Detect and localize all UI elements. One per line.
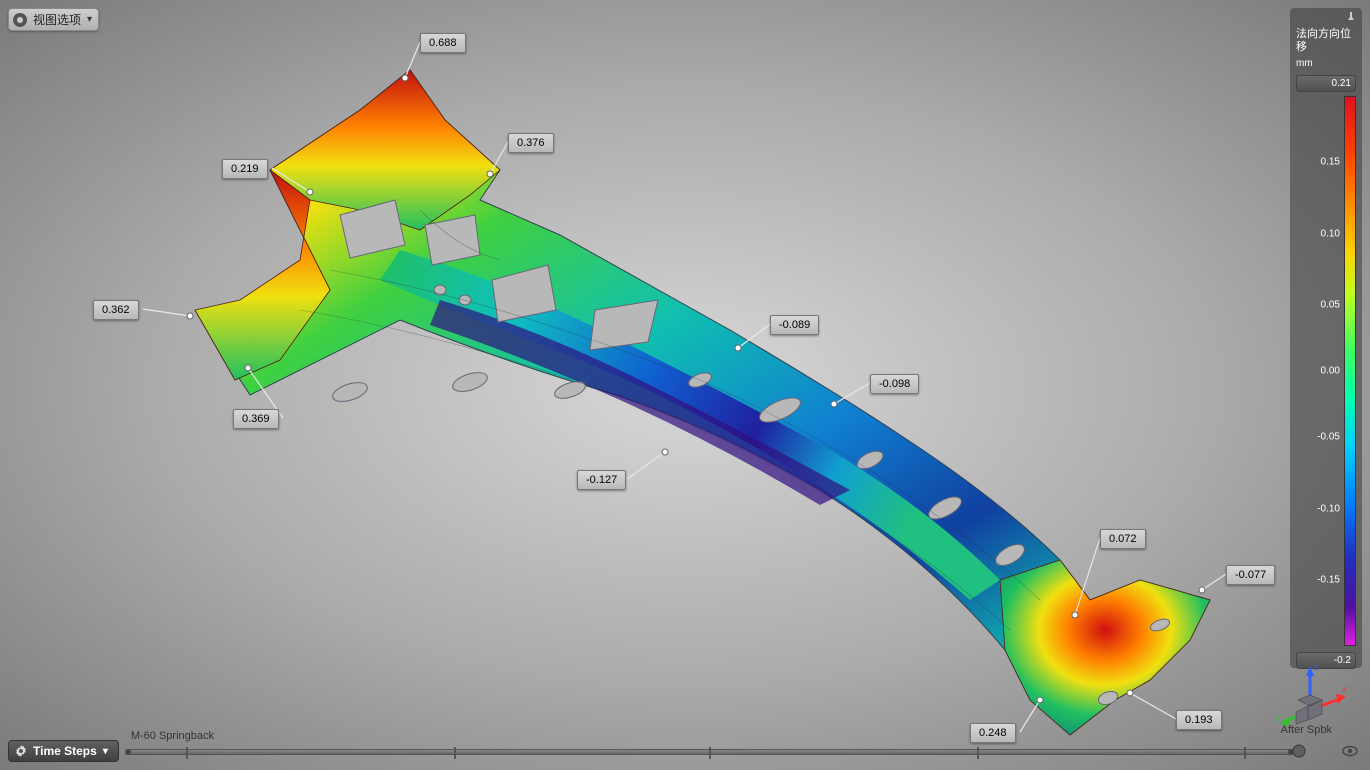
measurement-value: 0.376 bbox=[508, 133, 554, 153]
view-options-label: 视图选项 bbox=[33, 11, 81, 28]
timeline-track[interactable] bbox=[127, 749, 1292, 755]
measurement-callout: 0.369 bbox=[0, 0, 1370, 770]
measurement-value: 0.219 bbox=[222, 159, 268, 179]
axis-z-label: z bbox=[1314, 662, 1319, 672]
axis-y-label: y bbox=[1276, 712, 1281, 722]
legend-bar: 0.15 0.10 0.05 0.00 -0.05 -0.10 -0.15 bbox=[1296, 96, 1356, 646]
eye-icon bbox=[13, 13, 27, 27]
measurement-callout: 0.248 bbox=[0, 0, 1370, 770]
orientation-triad[interactable]: z x y bbox=[1270, 660, 1350, 730]
time-steps-label: Time Steps bbox=[33, 744, 97, 758]
measurement-value: -0.098 bbox=[870, 374, 919, 394]
timeline-bar: Time Steps ▾ M-60 Springback After Spbk bbox=[8, 740, 1362, 762]
axis-x-label: x bbox=[1342, 684, 1347, 694]
measurement-callout: -0.089 bbox=[0, 0, 1370, 770]
measurement-value: -0.089 bbox=[770, 315, 819, 335]
legend-gradient bbox=[1344, 96, 1356, 646]
legend-tick: -0.10 bbox=[1317, 503, 1340, 514]
measurement-value: 0.193 bbox=[1176, 710, 1222, 730]
legend-tick: 0.00 bbox=[1321, 366, 1340, 377]
measurement-value: 0.072 bbox=[1100, 529, 1146, 549]
timeline-end-label: After Spbk bbox=[1281, 724, 1332, 736]
time-steps-button[interactable]: Time Steps ▾ bbox=[8, 740, 119, 762]
timeline-tick bbox=[977, 747, 979, 759]
measurement-callout: 0.219 bbox=[0, 0, 1370, 770]
legend-tick: 0.15 bbox=[1321, 157, 1340, 168]
legend-unit: mm bbox=[1296, 58, 1356, 69]
measurement-callout: -0.127 bbox=[0, 0, 1370, 770]
color-legend-panel: 法向方向位移 mm 0.21 0.15 0.10 0.05 0.00 -0.05 -0.1… bbox=[1290, 8, 1362, 668]
measurement-callout: 0.193 bbox=[0, 0, 1370, 770]
timeline-tick bbox=[186, 747, 188, 759]
measurement-callout: -0.077 bbox=[0, 0, 1370, 770]
chevron-down-icon: ▾ bbox=[103, 746, 108, 757]
timeline-tick bbox=[709, 747, 711, 759]
timeline-tick bbox=[1244, 747, 1246, 759]
legend-tick: 0.05 bbox=[1321, 300, 1340, 311]
measurement-value: -0.127 bbox=[577, 470, 626, 490]
timeline-handle-icon[interactable] bbox=[1291, 743, 1307, 759]
legend-max-value[interactable]: 0.21 bbox=[1296, 75, 1356, 92]
chevron-down-icon: ▾ bbox=[87, 14, 92, 25]
legend-tick: -0.05 bbox=[1317, 432, 1340, 443]
pin-icon[interactable] bbox=[1346, 12, 1356, 22]
measurement-callout: 0.376 bbox=[0, 0, 1370, 770]
view-options-dropdown[interactable]: 视图选项 ▾ bbox=[8, 8, 99, 31]
measurement-callout: 0.072 bbox=[0, 0, 1370, 770]
simulation-3d-viewport[interactable] bbox=[0, 0, 1370, 770]
timeline-tick bbox=[454, 747, 456, 759]
measurement-callout: -0.098 bbox=[0, 0, 1370, 770]
eye-icon[interactable] bbox=[1342, 743, 1358, 759]
legend-title: 法向方向位移 bbox=[1296, 28, 1356, 54]
legend-tick: 0.10 bbox=[1321, 228, 1340, 239]
measurement-value: 0.369 bbox=[233, 409, 279, 429]
measurement-callout: 0.688 bbox=[0, 0, 1370, 770]
legend-tick: -0.15 bbox=[1317, 575, 1340, 586]
measurement-callout: 0.362 bbox=[0, 0, 1370, 770]
measurement-value: -0.077 bbox=[1226, 565, 1275, 585]
current-step-label: M-60 Springback bbox=[131, 730, 1362, 742]
gear-icon bbox=[15, 745, 27, 757]
measurement-value: 0.688 bbox=[420, 33, 466, 53]
measurement-value: 0.362 bbox=[93, 300, 139, 320]
